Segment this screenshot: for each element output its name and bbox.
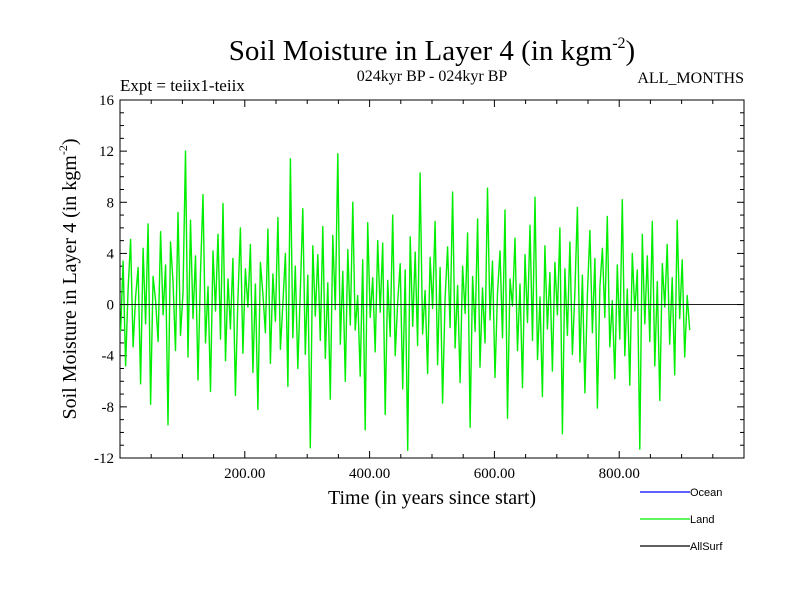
- y-tick-label: 0: [107, 298, 115, 314]
- x-tick-label: 200.00: [224, 466, 265, 482]
- y-tick-label: -12: [94, 451, 114, 467]
- y-axis-label-main: Soil Moisture in Layer 4 (in kgm: [59, 155, 81, 420]
- legend: Ocean Land AllSurf: [640, 487, 723, 553]
- chart-title-superscript: -2: [612, 35, 625, 52]
- y-axis-label-superscript: -2: [56, 145, 70, 155]
- x-axis-label: Time (in years since start): [328, 487, 536, 509]
- x-tick-label: 400.00: [349, 466, 390, 482]
- chart-title-main: Soil Moisture in Layer 4 (in kgm: [229, 35, 613, 67]
- legend-label-land: Land: [690, 514, 714, 526]
- experiment-label: Expt = teiix1-teiix: [120, 76, 245, 95]
- y-tick-label: 8: [107, 195, 115, 211]
- y-tick-label: 4: [107, 246, 115, 262]
- y-axis-label: Soil Moisture in Layer 4 (in kgm-2): [56, 138, 81, 419]
- y-axis-ticks: [120, 99, 744, 459]
- legend-label-ocean: Ocean: [690, 487, 722, 499]
- chart-title-close: ): [626, 35, 636, 67]
- x-tick-label: 800.00: [599, 466, 640, 482]
- y-tick-label: -4: [102, 349, 115, 365]
- y-tick-label: 12: [99, 144, 114, 160]
- legend-label-allsurf: AllSurf: [690, 541, 723, 553]
- chart-title: Soil Moisture in Layer 4 (in kgm-2): [229, 35, 635, 67]
- x-axis-tick-labels: 200.00 400.00 600.00 800.00: [224, 466, 640, 482]
- y-axis-label-close: ): [59, 138, 81, 145]
- y-tick-label: 16: [99, 93, 115, 109]
- y-axis-tick-labels: -12 -8 -4 0 4 8 12 16: [94, 93, 115, 467]
- series-line-land: [119, 150, 691, 451]
- period-label: 024kyr BP - 024kyr BP: [357, 68, 508, 85]
- months-label: ALL_MONTHS: [637, 70, 744, 87]
- x-tick-label: 600.00: [474, 466, 515, 482]
- series-layer: [119, 150, 691, 451]
- y-tick-label: -8: [102, 400, 115, 416]
- x-axis-ticks: [150, 100, 714, 458]
